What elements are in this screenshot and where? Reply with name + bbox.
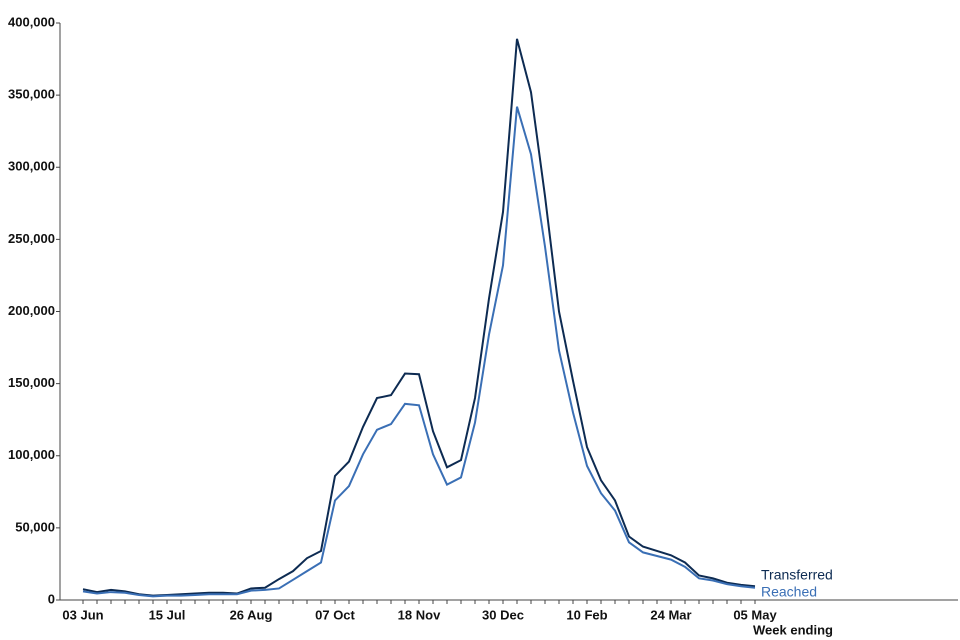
y-tick-label: 150,000 [8, 375, 55, 390]
series-line [82, 106, 756, 598]
x-tick-label: 18 Nov [398, 607, 441, 622]
x-tick-label: 26 Aug [230, 607, 273, 622]
x-tick-label: 10 Feb [566, 607, 607, 622]
x-tick-label: 03 Jun [62, 607, 103, 622]
y-tick-label: 350,000 [8, 87, 55, 102]
y-tick-label: 100,000 [8, 447, 55, 462]
legend-label: Transferred [761, 567, 833, 583]
series-line [82, 38, 756, 597]
y-tick-label: 0 [48, 591, 55, 606]
y-tick-label: 50,000 [15, 519, 55, 534]
x-tick-label: 15 Jul [149, 607, 186, 622]
y-tick-label: 400,000 [8, 14, 55, 29]
x-tick-label: 07 Oct [315, 607, 355, 622]
x-tick-label: 24 Mar [650, 607, 691, 622]
x-tick-label: 30 Dec [482, 607, 524, 622]
y-tick-label: 250,000 [8, 231, 55, 246]
x-tick-label: 05 May [733, 607, 777, 622]
y-tick-label: 300,000 [8, 159, 55, 174]
x-axis-title: Week ending [753, 622, 833, 637]
legend-label: Reached [761, 584, 817, 600]
y-tick-label: 200,000 [8, 303, 55, 318]
